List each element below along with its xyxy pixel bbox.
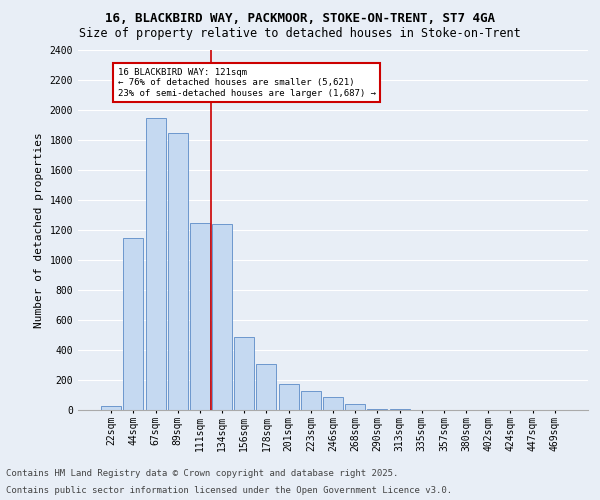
Bar (256, 364, 277, 410)
Bar (345, 404, 365, 410)
Text: 16 BLACKBIRD WAY: 121sqm
← 76% of detached houses are smaller (5,621)
23% of sem: 16 BLACKBIRD WAY: 121sqm ← 76% of detach… (118, 68, 376, 98)
Text: Size of property relative to detached houses in Stoke-on-Trent: Size of property relative to detached ho… (79, 28, 521, 40)
Bar (124, 238, 143, 410)
Bar (301, 390, 321, 410)
Bar (146, 118, 166, 410)
Bar (168, 132, 188, 410)
Bar (190, 222, 210, 410)
Text: 16, BLACKBIRD WAY, PACKMOOR, STOKE-ON-TRENT, ST7 4GA: 16, BLACKBIRD WAY, PACKMOOR, STOKE-ON-TR… (105, 12, 495, 26)
Text: Contains public sector information licensed under the Open Government Licence v3: Contains public sector information licen… (6, 486, 452, 495)
Bar (323, 396, 343, 410)
Y-axis label: Number of detached properties: Number of detached properties (34, 132, 44, 328)
Bar (278, 384, 299, 410)
Bar (234, 336, 254, 410)
Text: Contains HM Land Registry data © Crown copyright and database right 2025.: Contains HM Land Registry data © Crown c… (6, 468, 398, 477)
Bar (367, 408, 388, 410)
Bar (389, 409, 410, 410)
Bar (101, 406, 121, 410)
Bar (212, 224, 232, 410)
